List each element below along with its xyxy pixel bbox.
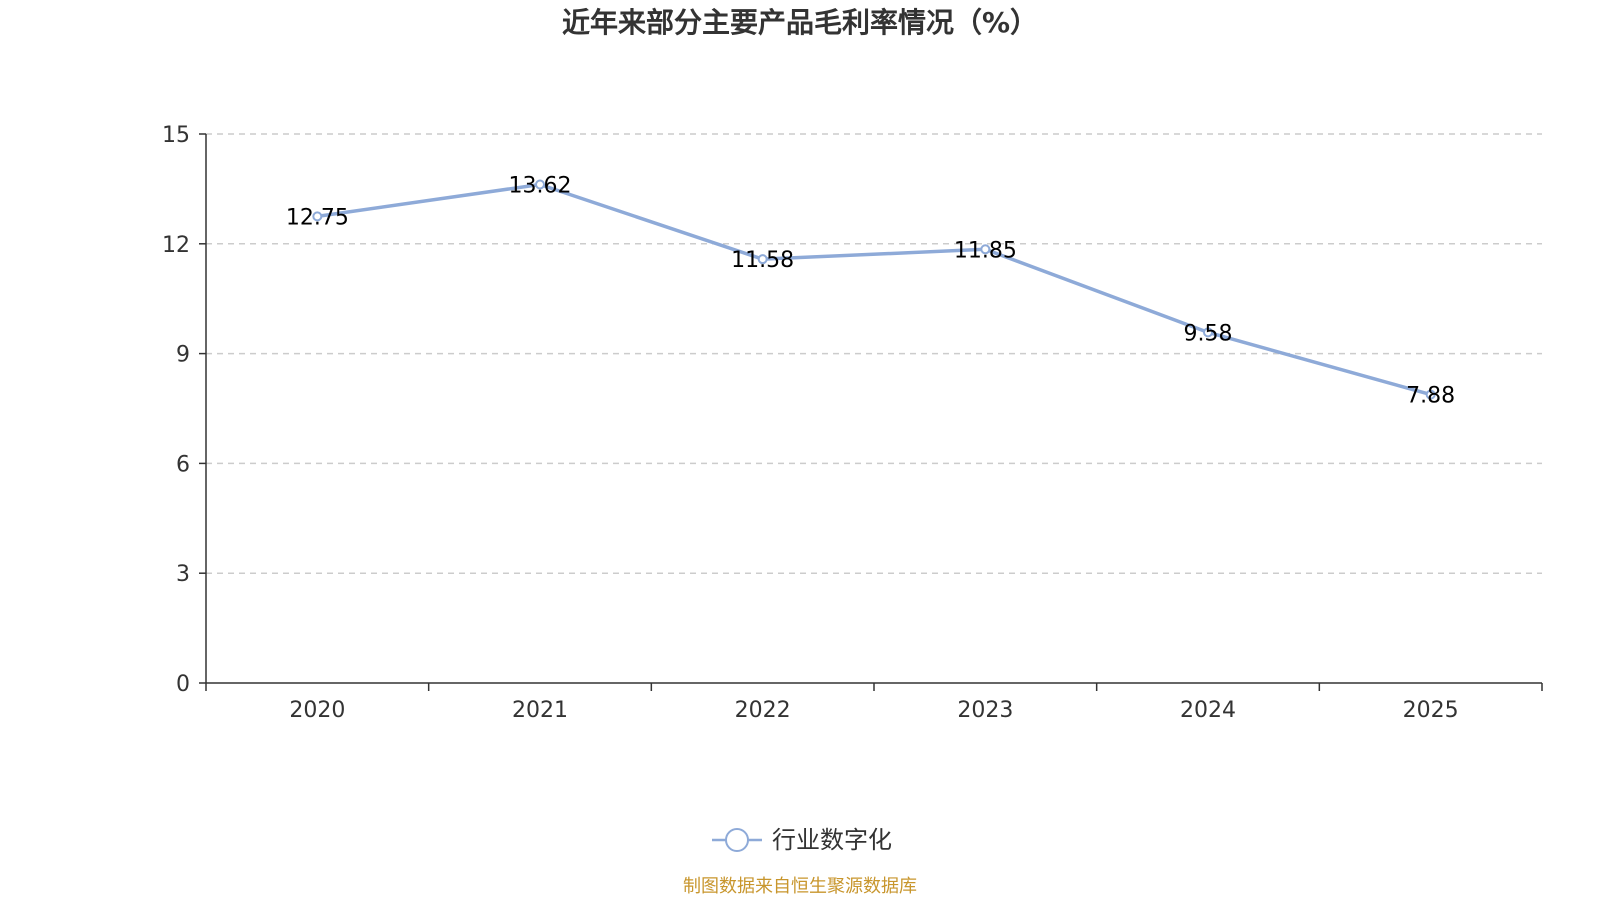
y-tick-label: 12 <box>162 233 190 258</box>
x-tick-label: 2024 <box>1180 698 1236 723</box>
data-point[interactable] <box>1203 327 1213 338</box>
x-tick-label: 2020 <box>289 698 345 723</box>
data-label: 9.58 <box>1184 321 1233 346</box>
data-label: 12.75 <box>286 205 349 230</box>
data-label: 11.85 <box>954 238 1017 263</box>
data-label: 7.88 <box>1406 384 1455 409</box>
legend-marker-icon <box>725 828 749 852</box>
y-tick-label: 15 <box>162 123 190 148</box>
y-tick-label: 9 <box>176 343 190 368</box>
y-tick-label: 6 <box>176 452 190 477</box>
source-note: 制图数据来自恒生聚源数据库 <box>683 876 917 897</box>
x-tick-labels: 2020 2021 2022 2023 2024 2025 <box>289 698 1458 723</box>
data-label: 13.62 <box>509 174 572 199</box>
legend-label: 行业数字化 <box>772 826 892 854</box>
grid-lines <box>206 133 1542 574</box>
data-label: 11.58 <box>731 248 794 273</box>
x-tick-label: 2025 <box>1403 698 1459 723</box>
x-tick-label: 2023 <box>957 698 1013 723</box>
y-tick-label: 3 <box>176 562 190 587</box>
data-point[interactable] <box>757 254 768 265</box>
y-tick-label: 0 <box>176 672 190 697</box>
x-tick-label: 2021 <box>512 698 568 723</box>
series-lines <box>312 179 1436 400</box>
legend[interactable]: 行业数字化 <box>712 826 892 854</box>
chart-title: 近年来部分主要产品毛利率情况（%） <box>562 6 1038 39</box>
data-point[interactable] <box>535 179 545 190</box>
data-labels: 12.75 13.62 11.58 11.85 9.58 7.88 <box>286 174 1455 409</box>
data-point[interactable] <box>312 211 323 222</box>
axes <box>199 133 1543 691</box>
data-point[interactable] <box>980 244 991 255</box>
series-line <box>315 182 1433 397</box>
data-point[interactable] <box>1425 389 1436 400</box>
y-tick-labels: 0 3 6 9 12 15 <box>162 123 190 697</box>
x-tick-label: 2022 <box>735 698 791 723</box>
